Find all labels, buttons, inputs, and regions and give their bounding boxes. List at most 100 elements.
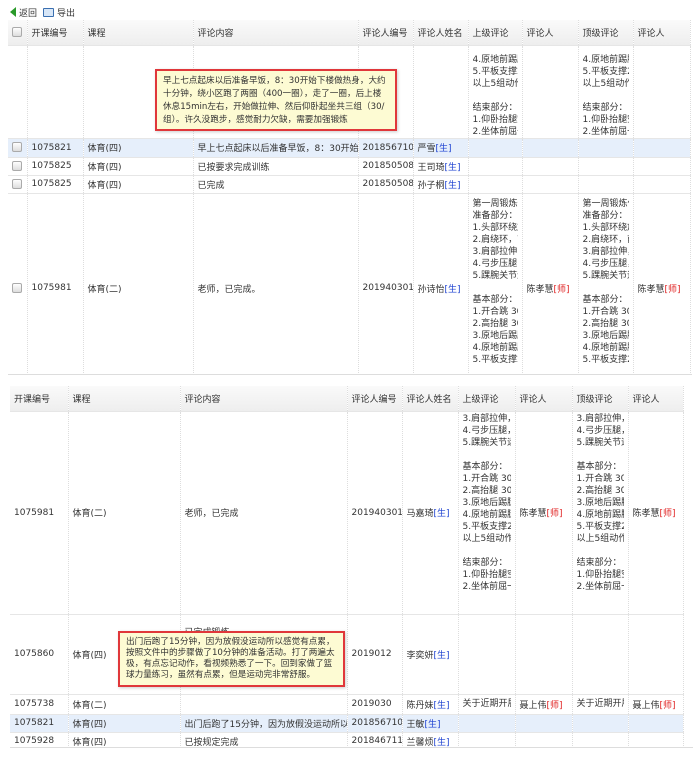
cell-text: 已按规定完成	[184, 737, 239, 748]
cell-text: 2019012	[351, 649, 392, 659]
cell-reviewer-id: 2019012	[347, 614, 403, 695]
teacher-tag[interactable]: [师]	[546, 700, 563, 711]
comment-text: 第一周锻炼任 准备部分： 1.头部环绕放 2.肩绕环，前 3.肩部拉伸， 4.弓…	[472, 198, 518, 365]
student-tag[interactable]: [生]	[444, 162, 461, 173]
cell-top-by: 陈孝慧[师]	[628, 411, 684, 615]
cell-text: 2019403010	[351, 507, 402, 518]
student-tag[interactable]: [生]	[424, 719, 441, 730]
column-header[interactable]: 上级评论	[458, 386, 516, 412]
table-row[interactable]: 1075821 体育(四) 早上七点起床以后准备早饭，8：30开始下楼做热身 2018…	[8, 138, 691, 158]
column-header[interactable]: 课程	[83, 20, 194, 46]
column-header[interactable]: 评论内容	[180, 386, 348, 412]
column-header[interactable]: 上级评论	[468, 20, 523, 46]
cell-content: 早上七点起床以后准备早饭，8：30开始下楼做热身	[193, 138, 359, 158]
table-row[interactable]: 1075981体育(二)老师，已完成。2019403010孙诗怡[生]第一周锻炼…	[8, 193, 691, 374]
student-tag[interactable]: [生]	[433, 650, 450, 661]
row-checkbox[interactable]	[12, 178, 22, 189]
cell-parent-by	[522, 45, 579, 139]
row-checkbox[interactable]	[12, 160, 22, 171]
cell-top	[572, 714, 629, 733]
column-header[interactable]: 评论人编号	[358, 20, 414, 46]
row-checkbox[interactable]	[12, 282, 22, 293]
cell-text: 陈孝慧	[637, 284, 665, 295]
cell-parent-by: 陈孝慧[师]	[515, 411, 573, 615]
cell-top-by: 聂上伟[师]	[628, 694, 684, 715]
teacher-tag[interactable]: [师]	[546, 509, 563, 519]
cell-top-by	[628, 614, 684, 695]
cell-text: 1075738	[14, 699, 55, 709]
cell-parent	[468, 157, 523, 176]
teacher-tag[interactable]: [师]	[659, 509, 676, 519]
table-row[interactable]: 1075821 体育(四) 出门后跑了15分钟，因为放假没运动所以感觉有点累 2018…	[10, 714, 684, 733]
cell-top	[572, 732, 629, 747]
cell-top-by	[633, 138, 691, 158]
cell-top-by	[628, 732, 684, 747]
cell-content: 出门后跑了15分钟，因为放假没运动所以感觉有点累	[180, 714, 348, 733]
select-all-checkbox[interactable]	[12, 27, 22, 37]
cell-content: 已按要求完成训练	[193, 157, 359, 176]
table-row[interactable]: 1075738体育(二)2019030陈丹妹[生]关于近期开展聂上伟[师]关于近…	[10, 694, 684, 715]
cell-reviewer-name: 严雪[生]	[413, 138, 469, 158]
cell-reviewer-name	[413, 45, 469, 139]
cell-reviewer-name: 王司琦[生]	[413, 157, 469, 176]
cell-text: 陈孝慧	[526, 284, 554, 295]
cell-reviewer-name: 孙诗怡[生]	[413, 193, 469, 374]
cell-text: 体育(四)	[87, 144, 122, 154]
back-button[interactable]: 返回	[10, 6, 37, 19]
cell-text: 体育(四)	[72, 719, 107, 730]
column-header[interactable]: 评论人编号	[347, 386, 403, 412]
teacher-tag[interactable]: [师]	[553, 284, 570, 295]
column-header[interactable]: 开课编号	[10, 386, 69, 412]
column-header[interactable]: 评论人	[515, 386, 573, 412]
teacher-tag[interactable]: [师]	[659, 700, 676, 711]
back-arrow-icon	[10, 7, 16, 17]
cell-course: 体育(四)	[83, 157, 194, 176]
cell-parent: 第一周锻炼任 准备部分： 1.头部环绕放 2.肩绕环，前 3.肩部拉伸， 4.弓…	[468, 193, 523, 374]
cell-reviewer-name: 李奕妍[生]	[402, 614, 459, 695]
column-header[interactable]: 课程	[68, 386, 181, 412]
student-tag[interactable]: [生]	[433, 737, 450, 748]
cell-course: 体育(二)	[83, 193, 194, 374]
cell-course: 体育(二)	[68, 411, 181, 615]
cell-text: 出门后跑了15分钟，因为放假没运动所以感觉有点累	[184, 719, 347, 730]
cell-text: 体育(二)	[87, 284, 122, 295]
cell-text: 体育(四)	[87, 162, 122, 173]
row-checkbox[interactable]	[12, 142, 22, 153]
cell-reviewer-id: 2019403010	[347, 411, 403, 615]
cell-text: 陈孝慧	[632, 509, 660, 519]
table-row[interactable]: 1075981体育(二)老师，已完成2019403010马嘉琦[生]3.肩部拉伸…	[10, 411, 684, 615]
student-tag[interactable]: [生]	[444, 180, 461, 191]
cell-parent-by	[522, 175, 579, 194]
column-header[interactable]: 评论人姓名	[413, 20, 469, 46]
comment-text: 关于近期开展	[576, 698, 624, 709]
cell-text: 早上七点起床以后准备早饭，8：30开始下楼做热身	[197, 144, 358, 154]
column-header[interactable]: 顶级评论	[578, 20, 634, 46]
column-header[interactable]: 评论人	[522, 20, 579, 46]
column-header[interactable]: 评论人姓名	[402, 386, 459, 412]
cell-id: 1075928	[10, 732, 69, 747]
cell-content	[180, 694, 348, 715]
cell-parent-by	[515, 614, 573, 695]
column-header[interactable]: 评论内容	[193, 20, 359, 46]
cell-course: 体育(四)	[83, 138, 194, 158]
column-header[interactable]: 评论人	[628, 386, 684, 412]
column-header[interactable]: 顶级评论	[572, 386, 629, 412]
student-tag[interactable]: [生]	[433, 700, 450, 711]
column-header[interactable]: 开课编号	[27, 20, 84, 46]
student-tag[interactable]: [生]	[435, 144, 452, 154]
column-header[interactable]: 评论人	[633, 20, 691, 46]
row-checkbox-cell	[8, 45, 28, 139]
teacher-tag[interactable]: [师]	[664, 284, 681, 295]
export-button[interactable]: 导出	[43, 6, 75, 19]
cell-id: 1075825	[27, 157, 84, 176]
export-label: 导出	[57, 8, 76, 19]
cell-text: 王司琦	[417, 162, 445, 173]
student-tag[interactable]: [生]	[433, 509, 450, 519]
comments-table-bottom: 开课编号 课程 评论内容 评论人编号 评论人姓名 上级评论 评论人 顶级评论 评论人 107598…	[10, 386, 693, 748]
student-tag[interactable]: [生]	[444, 284, 461, 295]
cell-text: 聂上伟	[632, 700, 660, 711]
